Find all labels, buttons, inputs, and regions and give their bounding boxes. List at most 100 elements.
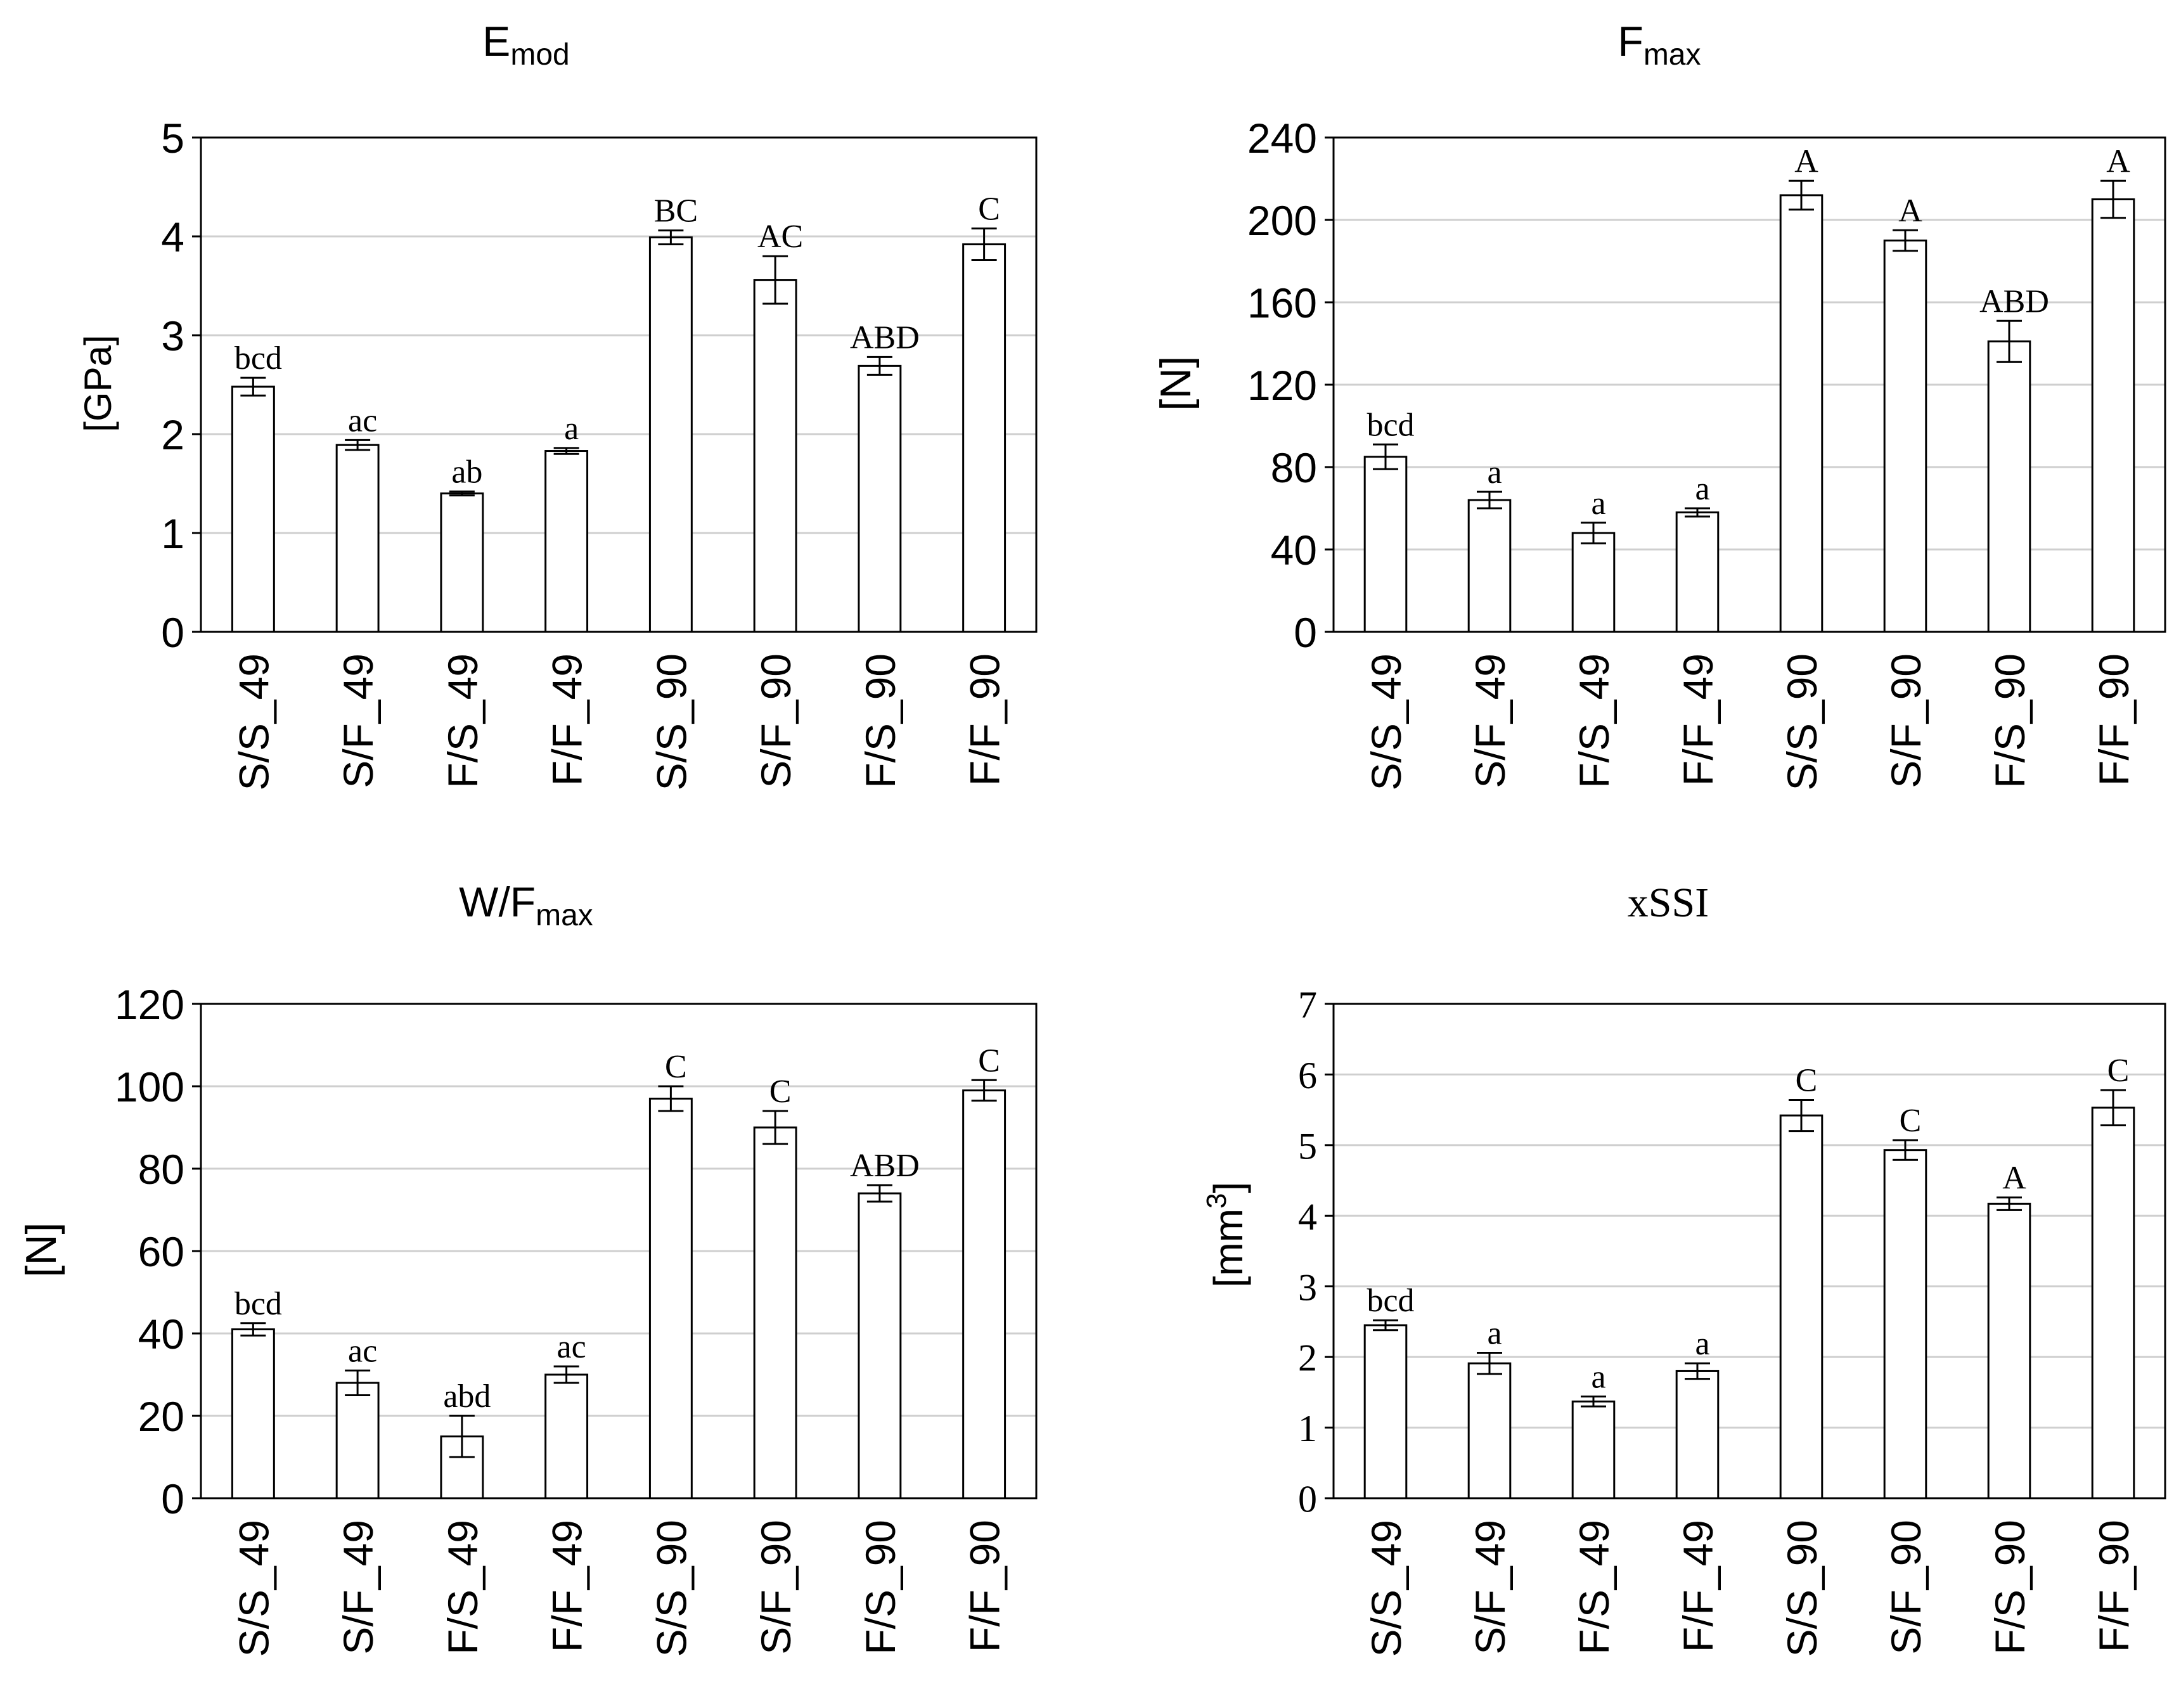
fmax-category-label: S/F_90: [1882, 653, 1929, 788]
wfmax-bar: [858, 1192, 902, 1499]
wfmax-category-label: F/F_49: [544, 1520, 591, 1652]
xssi-bar: [1571, 1400, 1616, 1499]
xssi-category-label: F/F_90: [2090, 1520, 2137, 1652]
wfmax-title-main: W/F: [459, 878, 536, 925]
wfmax-ytick-label: 60: [138, 1228, 184, 1275]
xssi-ytick-label: 1: [1298, 1408, 1317, 1449]
xssi-ytick-label: 3: [1298, 1266, 1317, 1308]
xssi-ytick-label: 2: [1298, 1337, 1317, 1379]
emod-bar-annotation: ac: [348, 402, 377, 439]
wfmax-category-label: S/F_90: [752, 1520, 799, 1655]
fmax-bar-annotation: a: [1695, 471, 1709, 507]
fmax-plot-area: 0 40 80 120 160 200 240 bcd S/S_49 a S/F_49 a F/S_49…: [1247, 115, 2166, 791]
xssi-bar: [1675, 1370, 1720, 1499]
fmax-title-sub: max: [1643, 38, 1701, 72]
wfmax-category-label: S/S_49: [230, 1520, 277, 1657]
emod-bar: [858, 364, 902, 633]
fmax-ytick-label: 0: [1294, 609, 1317, 656]
emod-bar-annotation: C: [978, 191, 1000, 228]
wfmax-ytick-label: 120: [115, 981, 184, 1028]
emod-plot-area: 0 1 2 3 4 5 bcd S/S_49 ac S/F_49 ab F/S_49 a F/F_49 BC…: [161, 115, 1038, 791]
xssi-bar-annotation: a: [1591, 1359, 1605, 1396]
xssi-category-label: S/F_49: [1467, 1520, 1514, 1655]
wfmax-bar-annotation: C: [665, 1049, 687, 1085]
wfmax-bar-annotation: bcd: [235, 1286, 282, 1322]
xssi-ytick-label: 6: [1298, 1055, 1317, 1096]
emod-category-label: S/F_49: [335, 653, 382, 788]
emod-ytick-label: 2: [161, 411, 184, 458]
xssi-bar: [1987, 1202, 2031, 1499]
fmax-bar: [1675, 511, 1720, 633]
xssi-ytick-label: 0: [1298, 1479, 1317, 1520]
wfmax-bar: [648, 1098, 693, 1499]
xssi-bar: [1779, 1114, 1823, 1499]
wfmax-category-label: F/S_90: [857, 1520, 904, 1655]
xssi-category-label: F/F_49: [1675, 1520, 1721, 1652]
emod-bar-annotation: ab: [451, 454, 482, 490]
fmax-bar: [1987, 340, 2031, 633]
wfmax-title: W/Fmax: [459, 878, 593, 932]
fmax-ytick-label: 120: [1247, 362, 1317, 409]
emod-title-sub: mod: [510, 38, 569, 72]
fmax-title: Fmax: [1618, 18, 1701, 72]
xssi-bar: [1363, 1324, 1408, 1499]
wfmax-plot-frame: [200, 1003, 1038, 1499]
xssi-ylabel: [mm3]: [1201, 1182, 1251, 1288]
fmax-bar-annotation: a: [1591, 485, 1605, 522]
fmax-bar: [1467, 499, 1512, 633]
wfmax-category-label: S/S_90: [648, 1520, 695, 1657]
emod-ytick-label: 5: [161, 115, 184, 162]
fmax-chart: Fmax [N] 0 40 80 120 160 200 240 bcd S/S_49 a S/F_…: [1152, 18, 2166, 791]
fmax-category-label: F/F_90: [2090, 653, 2137, 786]
emod-category-label: S/S_49: [230, 653, 277, 791]
emod-bar: [335, 444, 380, 633]
fmax-bar: [1883, 240, 1927, 633]
fmax-category-label: S/S_90: [1778, 653, 1825, 791]
wfmax-bar: [544, 1373, 589, 1499]
fmax-ytick-label: 160: [1247, 279, 1317, 326]
fmax-bar-annotation: ABD: [1979, 283, 2049, 319]
xssi-category-label: S/S_49: [1363, 1520, 1410, 1657]
emod-category-label: S/F_90: [752, 653, 799, 788]
emod-bar-annotation: bcd: [235, 340, 282, 376]
emod-bar-annotation: BC: [654, 193, 698, 229]
xssi-bar-annotation: A: [2002, 1160, 2026, 1196]
emod-bar: [962, 243, 1007, 633]
xssi-bar-annotation: a: [1487, 1315, 1502, 1351]
wfmax-bar-annotation: ABD: [850, 1148, 920, 1184]
emod-ytick-label: 3: [161, 312, 184, 359]
xssi-ylabel-end: ]: [1206, 1182, 1251, 1193]
emod-category-label: F/S_90: [857, 653, 904, 788]
fmax-bar-annotation: A: [1794, 143, 1818, 179]
wfmax-ytick-label: 0: [161, 1475, 184, 1522]
xssi-bar: [1883, 1149, 1927, 1499]
emod-ytick-label: 0: [161, 609, 184, 656]
fmax-title-main: F: [1618, 18, 1643, 65]
emod-bar-annotation: AC: [757, 219, 803, 255]
wfmax-bar: [753, 1126, 797, 1499]
fmax-bar-annotation: A: [1898, 193, 1922, 229]
xssi-chart: xSSI [mm3] 01234567bcdS/S_49aS/F_49aF/S_…: [1201, 880, 2166, 1657]
wfmax-bar-annotation: abd: [443, 1378, 491, 1415]
fmax-bar-annotation: a: [1487, 454, 1502, 491]
fmax-ytick-label: 240: [1247, 115, 1317, 162]
emod-bar: [753, 279, 797, 633]
emod-ylabel: [GPa]: [77, 335, 119, 432]
xssi-ytick-label: 5: [1298, 1125, 1317, 1167]
xssi-bar: [2091, 1107, 2135, 1499]
wfmax-ytick-label: 100: [115, 1063, 184, 1110]
wfmax-title-sub: max: [536, 899, 593, 932]
fmax-bar: [2091, 198, 2135, 633]
xssi-ytick-label: 4: [1298, 1196, 1317, 1238]
emod-category-label: F/F_49: [544, 653, 591, 786]
xssi-title: xSSI: [1628, 880, 1709, 926]
wfmax-ytick-label: 20: [138, 1393, 184, 1440]
wfmax-bar: [335, 1382, 380, 1499]
xssi-bar-annotation: C: [1900, 1103, 1922, 1139]
wfmax-ylabel: [N]: [17, 1223, 65, 1278]
emod-category-label: S/S_90: [648, 653, 695, 791]
emod-bar-annotation: ABD: [850, 319, 920, 356]
fmax-category-label: S/F_49: [1467, 653, 1514, 788]
fmax-bar: [1363, 456, 1408, 633]
wfmax-bar: [231, 1328, 275, 1499]
